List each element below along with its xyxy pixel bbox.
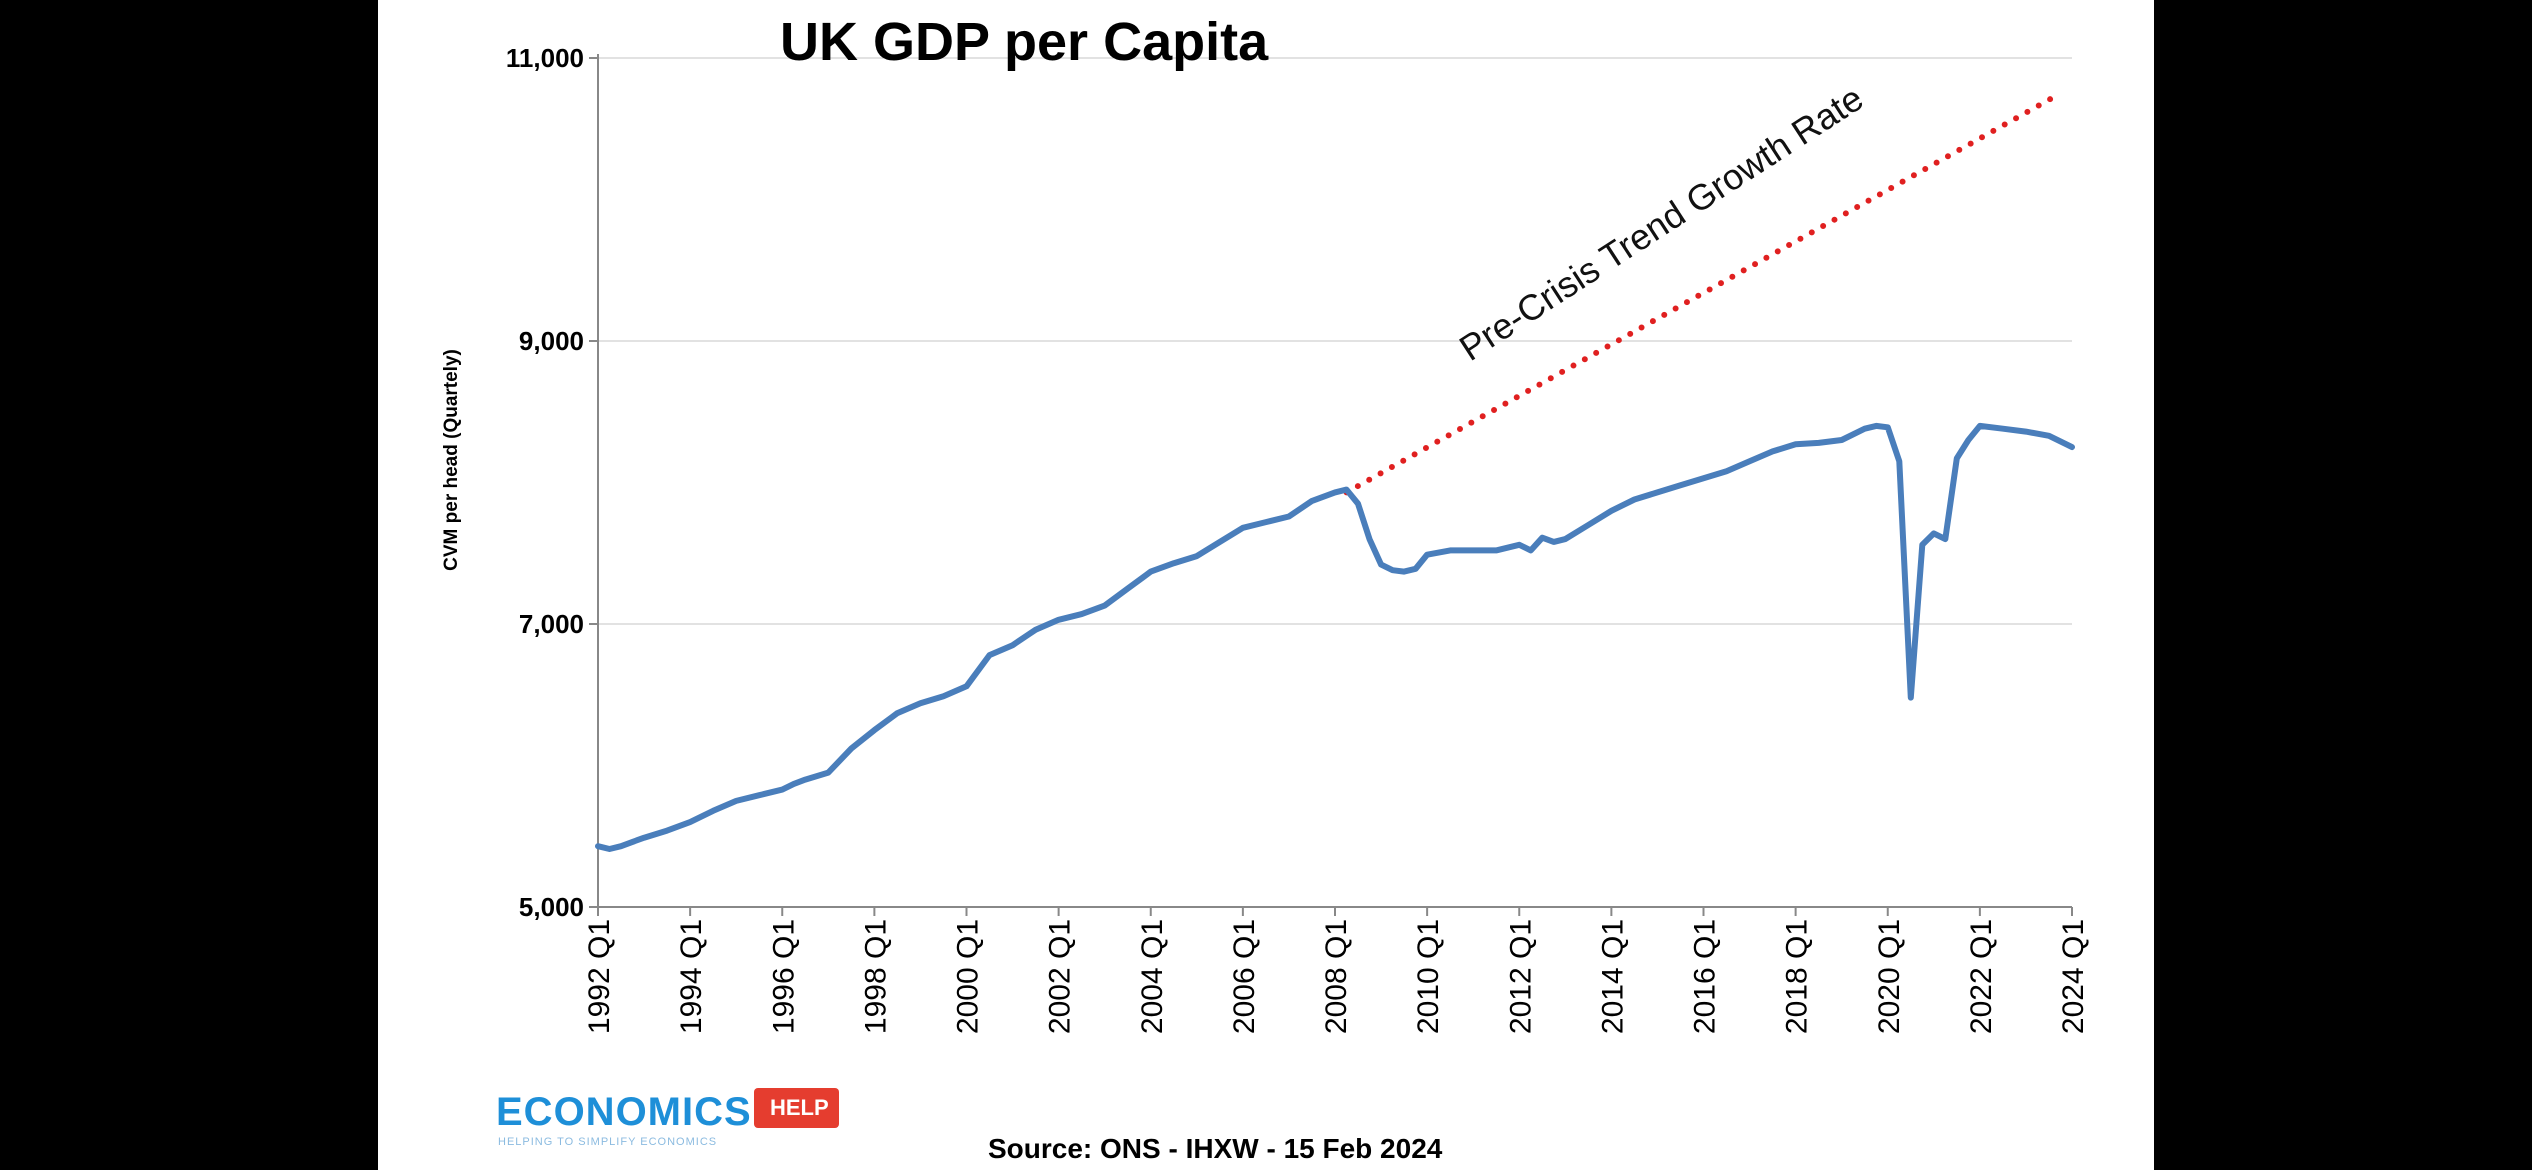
logo-help-tag: HELP xyxy=(754,1088,839,1128)
gridlines xyxy=(598,57,2072,625)
x-tick-label: 1992 Q1 xyxy=(583,919,616,1034)
y-tick-label: 7,000 xyxy=(519,609,584,639)
x-tick-label: 2020 Q1 xyxy=(1873,919,1906,1034)
chart-panel: 5,000 7,000 9,000 11,000 1992 Q1 1994 Q1 1996… xyxy=(378,0,2154,1170)
x-tick-label: 2002 Q1 xyxy=(1044,919,1077,1034)
y-axis-label: CVM per head (Quartely) xyxy=(441,349,462,571)
x-tick-label: 2022 Q1 xyxy=(1965,919,1998,1034)
trend-line xyxy=(1343,90,2064,496)
economics-help-logo: ECONOMICS HELP HELPING TO SIMPLIFY ECONO… xyxy=(496,1080,856,1150)
logo-wordmark: ECONOMICS xyxy=(496,1090,752,1134)
x-tick-label: 2016 Q1 xyxy=(1689,919,1722,1034)
logo-tagline: HELPING TO SIMPLIFY ECONOMICS xyxy=(498,1136,718,1148)
x-tick-label: 2008 Q1 xyxy=(1320,919,1353,1034)
x-tick-label: 2018 Q1 xyxy=(1781,919,1814,1034)
x-tick-label: 2004 Q1 xyxy=(1136,919,1169,1034)
x-tick-label: 2012 Q1 xyxy=(1504,919,1537,1034)
y-tick-labels: 5,000 7,000 9,000 11,000 xyxy=(506,43,584,922)
x-tick-label: 2000 Q1 xyxy=(952,919,985,1034)
x-tick-label: 2010 Q1 xyxy=(1412,919,1445,1034)
chart-title: UK GDP per Capita xyxy=(780,12,1269,72)
gdp-chart: 5,000 7,000 9,000 11,000 1992 Q1 1994 Q1 1996… xyxy=(441,12,2090,1164)
trend-annotation: Pre-Crisis Trend Growth Rate xyxy=(1452,77,1870,369)
axes xyxy=(589,54,2073,916)
gdp-series-line xyxy=(595,422,2075,852)
y-tick-label: 5,000 xyxy=(519,892,584,922)
x-tick-labels: 1992 Q1 1994 Q1 1996 Q1 1998 Q1 2000 Q1 2002 … xyxy=(583,919,2090,1034)
x-tick-label: 2014 Q1 xyxy=(1596,919,1629,1034)
x-tick-label: 1996 Q1 xyxy=(767,919,800,1034)
y-tick-label: 9,000 xyxy=(519,326,584,356)
source-note: Source: ONS - IHXW - 15 Feb 2024 xyxy=(988,1133,1443,1164)
x-tick-label: 2024 Q1 xyxy=(2057,919,2090,1034)
x-tick-label: 1994 Q1 xyxy=(675,919,708,1034)
x-tick-label: 1998 Q1 xyxy=(859,919,892,1034)
x-tick-label: 2006 Q1 xyxy=(1228,919,1261,1034)
y-tick-label: 11,000 xyxy=(506,43,584,73)
